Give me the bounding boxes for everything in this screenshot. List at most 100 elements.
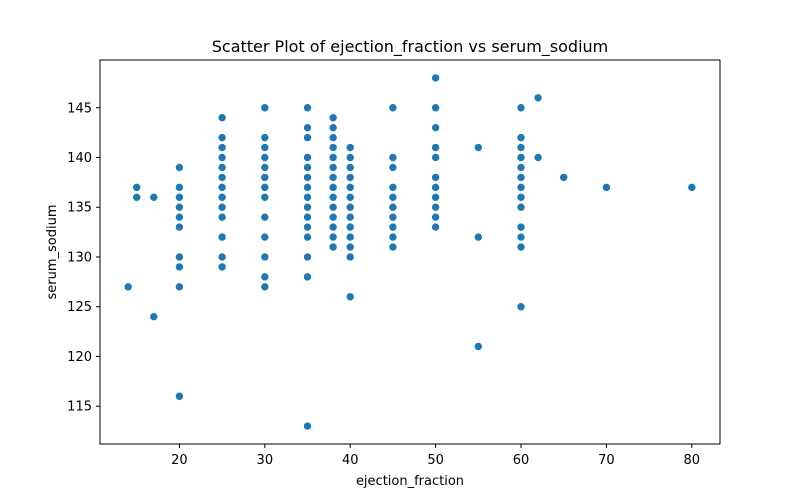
- data-point-67: [328, 133, 338, 142]
- data-point-82: [345, 143, 355, 152]
- data-point-9: [175, 222, 184, 232]
- x-tick-label: 80: [684, 453, 701, 468]
- data-point-48: [303, 192, 312, 202]
- data-point-13: [175, 183, 184, 192]
- data-point-30: [260, 252, 270, 262]
- data-point-42: [303, 272, 312, 282]
- data-point-121: [533, 93, 543, 103]
- data-point-51: [303, 163, 312, 172]
- data-point-56: [328, 242, 338, 252]
- data-point-25: [217, 143, 227, 152]
- data-point-107: [516, 302, 526, 312]
- data-point-34: [260, 183, 270, 192]
- data-point-106: [474, 143, 483, 152]
- data-point-88: [388, 192, 398, 202]
- data-point-104: [474, 342, 483, 351]
- data-point-55: [303, 103, 312, 113]
- data-point-111: [516, 202, 526, 212]
- data-point-96: [431, 192, 440, 202]
- points-layer: [123, 73, 697, 431]
- data-point-7: [175, 262, 184, 272]
- data-point-101: [431, 123, 440, 132]
- data-point-110: [516, 222, 526, 232]
- data-point-8: [175, 252, 184, 262]
- data-point-103: [431, 73, 440, 83]
- data-point-84: [388, 232, 398, 242]
- data-point-76: [345, 202, 355, 212]
- data-point-78: [345, 183, 355, 192]
- data-point-32: [260, 212, 270, 222]
- data-point-59: [328, 212, 338, 222]
- x-tick-label: 50: [427, 453, 444, 468]
- data-point-53: [303, 133, 312, 142]
- data-point-0: [123, 282, 133, 292]
- data-point-79: [345, 173, 355, 182]
- data-point-31: [260, 232, 270, 242]
- data-point-98: [431, 173, 440, 182]
- data-point-92: [388, 103, 398, 113]
- data-point-73: [345, 232, 355, 242]
- data-point-66: [328, 143, 338, 152]
- data-point-18: [217, 212, 227, 222]
- data-point-52: [303, 153, 312, 162]
- data-point-50: [303, 173, 312, 182]
- data-point-124: [687, 183, 697, 192]
- data-point-29: [260, 272, 270, 282]
- x-axis-label: ejection_fraction: [356, 474, 464, 489]
- data-point-17: [217, 232, 227, 242]
- data-point-37: [260, 153, 270, 162]
- data-point-75: [345, 212, 355, 222]
- data-point-47: [303, 202, 312, 212]
- data-point-43: [303, 252, 312, 262]
- data-point-36: [260, 163, 270, 172]
- data-point-115: [516, 163, 526, 172]
- data-point-21: [217, 183, 227, 192]
- data-point-77: [345, 192, 355, 202]
- data-point-113: [516, 183, 526, 192]
- data-point-95: [431, 202, 440, 212]
- x-tick-label: 20: [171, 453, 188, 468]
- data-point-118: [516, 133, 526, 142]
- data-point-72: [345, 242, 355, 252]
- data-point-64: [328, 163, 338, 172]
- data-point-57: [328, 232, 338, 242]
- x-tick-label: 70: [598, 453, 615, 468]
- data-point-60: [328, 202, 338, 212]
- data-point-16: [217, 252, 227, 262]
- data-point-49: [303, 183, 312, 192]
- data-point-41: [303, 421, 312, 431]
- data-point-12: [175, 192, 184, 202]
- data-point-24: [217, 153, 227, 162]
- data-point-63: [328, 173, 338, 182]
- data-point-114: [516, 173, 526, 182]
- data-point-2: [132, 183, 142, 192]
- data-point-10: [175, 212, 184, 222]
- data-point-99: [431, 153, 440, 162]
- data-point-35: [260, 173, 270, 182]
- y-tick-label: 130: [67, 250, 92, 265]
- chart-title: Scatter Plot of ejection_fraction vs ser…: [212, 37, 609, 57]
- data-point-71: [345, 252, 355, 262]
- data-point-94: [431, 212, 440, 222]
- data-point-62: [328, 183, 338, 192]
- data-point-6: [175, 282, 184, 292]
- data-point-80: [345, 163, 355, 172]
- data-point-33: [260, 192, 270, 202]
- y-tick-label: 140: [67, 151, 92, 166]
- data-point-122: [559, 173, 569, 182]
- data-point-20: [217, 192, 227, 202]
- data-point-83: [388, 242, 398, 252]
- data-point-108: [516, 242, 526, 252]
- data-point-85: [388, 222, 398, 232]
- x-tick-label: 30: [257, 453, 274, 468]
- data-point-81: [345, 153, 355, 162]
- data-point-40: [260, 103, 270, 113]
- data-point-120: [533, 153, 543, 162]
- data-point-112: [516, 192, 526, 202]
- data-point-5: [175, 391, 184, 401]
- data-point-4: [149, 192, 159, 202]
- data-point-38: [260, 143, 270, 152]
- data-point-65: [328, 153, 338, 162]
